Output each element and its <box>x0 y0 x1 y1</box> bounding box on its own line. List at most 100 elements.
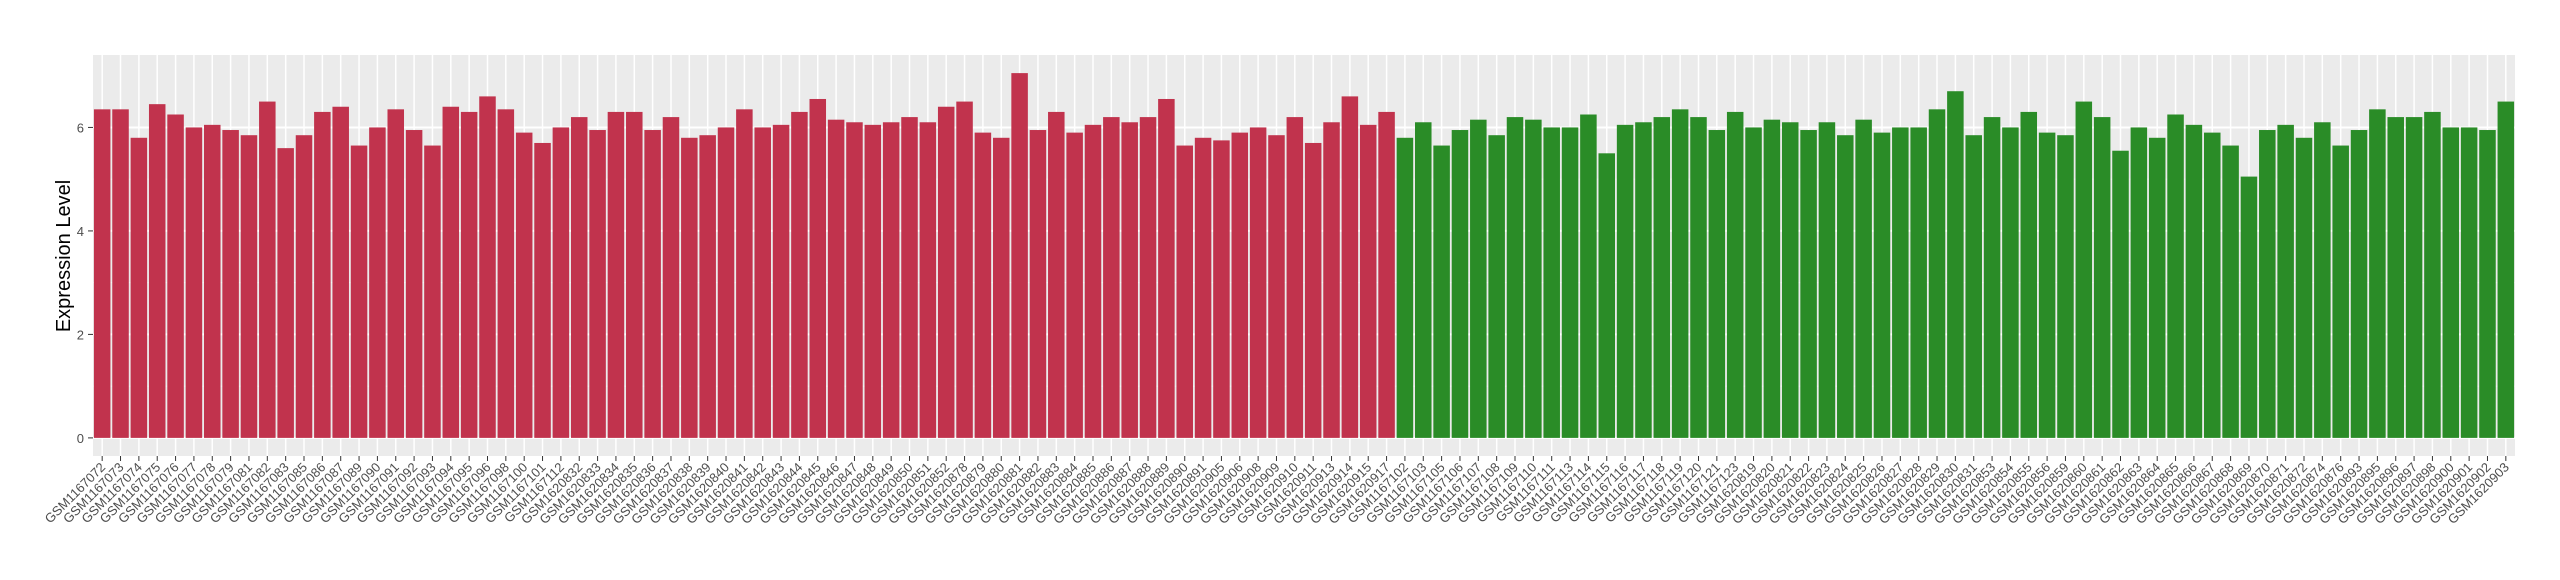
bar <box>589 130 606 438</box>
bar <box>2167 114 2184 438</box>
bar <box>809 98 827 438</box>
bar <box>369 127 386 438</box>
bar <box>1690 117 1707 438</box>
bar <box>1121 122 1138 438</box>
bar <box>240 135 258 438</box>
bar <box>2020 111 2038 438</box>
bar <box>2387 117 2404 438</box>
bar <box>497 109 515 438</box>
bar <box>2424 111 2441 438</box>
bar <box>1249 127 1267 438</box>
y-axis-title: Expression Level <box>53 180 75 332</box>
bar <box>626 111 643 438</box>
bar <box>1837 135 1854 438</box>
y-tick-label: 0 <box>77 431 84 446</box>
bar <box>2002 127 2019 438</box>
bar <box>1231 132 1249 438</box>
bar <box>2442 127 2460 438</box>
bar <box>167 114 184 438</box>
bar <box>259 101 276 438</box>
bar <box>2405 117 2423 438</box>
bar <box>148 104 166 438</box>
bar <box>1543 127 1560 438</box>
bar <box>1965 135 1982 438</box>
bar <box>1359 124 1377 438</box>
bar <box>2314 122 2331 438</box>
bar <box>534 142 551 438</box>
bar <box>662 117 680 438</box>
bar <box>1635 122 1652 438</box>
bar <box>2222 145 2239 438</box>
bar <box>1341 96 1359 438</box>
bar <box>1066 132 1083 438</box>
bar <box>1653 117 1671 438</box>
bar <box>956 101 973 438</box>
bar <box>204 124 221 438</box>
bar <box>1506 117 1524 438</box>
plot-panel <box>93 55 2515 456</box>
bar <box>2130 127 2148 438</box>
bar <box>2350 130 2368 438</box>
bar <box>2277 124 2294 438</box>
bar <box>1011 73 1028 438</box>
bar <box>1415 122 1432 438</box>
bar <box>1947 91 1964 438</box>
bar <box>1048 111 1065 438</box>
bar <box>1194 137 1212 438</box>
bar <box>1213 140 1230 438</box>
bar <box>1873 132 1891 438</box>
bar <box>1304 142 1322 438</box>
bar <box>882 122 900 438</box>
bar <box>1470 119 1487 438</box>
bar <box>1580 114 1597 438</box>
bar <box>1598 153 1616 438</box>
bar <box>2460 127 2478 438</box>
bar <box>222 130 239 438</box>
bar <box>2240 176 2258 438</box>
bar <box>314 111 331 438</box>
bar <box>1103 117 1120 438</box>
bar <box>350 145 368 438</box>
bar <box>1726 111 1744 438</box>
bar <box>772 124 790 438</box>
bar <box>736 109 753 438</box>
bar <box>185 127 203 438</box>
bar <box>2203 132 2221 438</box>
bar <box>681 137 698 438</box>
bar <box>1286 117 1304 438</box>
bar <box>846 122 863 438</box>
bar <box>1488 135 1505 438</box>
bar <box>864 124 882 438</box>
bar <box>2185 124 2203 438</box>
bar <box>791 111 808 438</box>
bar <box>2332 145 2349 438</box>
bar <box>442 106 460 438</box>
bar <box>1451 130 1469 438</box>
bar <box>2369 109 2386 438</box>
bar <box>1818 122 1836 438</box>
bar <box>1433 145 1450 438</box>
bar <box>1176 145 1193 438</box>
bar <box>1029 130 1047 438</box>
bar <box>1139 117 1157 438</box>
bar <box>937 106 955 438</box>
bar <box>387 109 405 438</box>
bar <box>277 148 294 438</box>
bar <box>1525 119 1542 438</box>
bar <box>1378 111 1395 438</box>
bar <box>2038 132 2056 438</box>
bar <box>754 127 771 438</box>
bar <box>1910 127 1927 438</box>
bar <box>552 127 570 438</box>
bar <box>827 119 845 438</box>
bar <box>1745 127 1762 438</box>
bar <box>479 96 496 438</box>
bar <box>295 135 313 438</box>
y-tick-label: 2 <box>77 327 84 342</box>
bar <box>1855 119 1872 438</box>
bar <box>1084 124 1102 438</box>
bar <box>1561 127 1579 438</box>
bar <box>93 109 111 438</box>
y-tick-label: 4 <box>77 224 84 239</box>
